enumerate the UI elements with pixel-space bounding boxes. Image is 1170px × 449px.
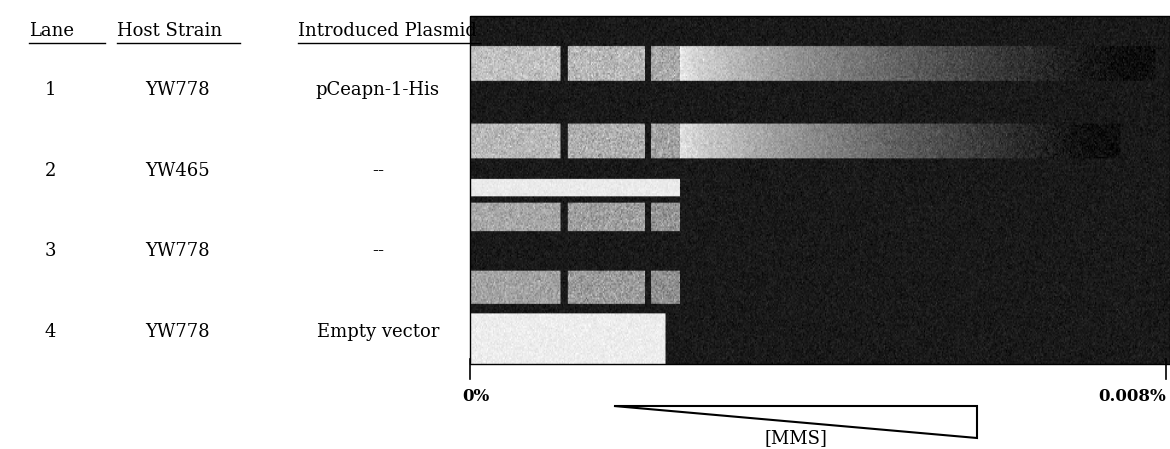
Text: --: -- — [372, 242, 384, 260]
Text: 0%: 0% — [462, 388, 489, 405]
Text: --: -- — [372, 162, 384, 180]
Text: 1: 1 — [44, 81, 56, 99]
Text: 4: 4 — [44, 323, 56, 341]
Text: YW778: YW778 — [145, 81, 211, 99]
Bar — [470, 16, 1170, 364]
Text: Host Strain: Host Strain — [117, 22, 222, 40]
Text: 0.008%: 0.008% — [1099, 388, 1166, 405]
Polygon shape — [614, 406, 977, 438]
Text: Lane: Lane — [29, 22, 74, 40]
Text: YW465: YW465 — [145, 162, 211, 180]
Text: [MMS]: [MMS] — [764, 429, 827, 447]
Text: Empty vector: Empty vector — [317, 323, 439, 341]
Text: 3: 3 — [44, 242, 56, 260]
Text: YW778: YW778 — [145, 323, 211, 341]
Text: Introduced Plasmid: Introduced Plasmid — [298, 22, 477, 40]
Text: YW778: YW778 — [145, 242, 211, 260]
Text: 2: 2 — [44, 162, 56, 180]
Text: pCeapn-1-His: pCeapn-1-His — [316, 81, 440, 99]
